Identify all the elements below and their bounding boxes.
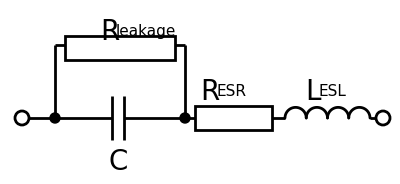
Bar: [65, 36, 175, 60]
Text: ESR: ESR: [216, 84, 246, 99]
Text: C: C: [108, 148, 128, 176]
Text: R: R: [200, 78, 219, 106]
Bar: [195, 106, 272, 130]
Circle shape: [50, 113, 60, 123]
Text: R: R: [100, 18, 119, 46]
Text: L: L: [305, 78, 320, 106]
Text: leakage: leakage: [116, 24, 176, 39]
Circle shape: [180, 113, 190, 123]
Text: ESL: ESL: [319, 84, 347, 99]
